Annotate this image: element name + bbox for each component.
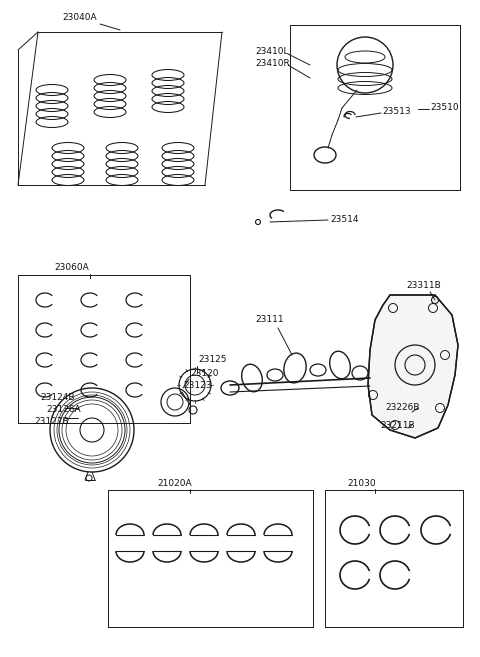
Text: 23120: 23120 <box>190 369 218 378</box>
Text: 23410R: 23410R <box>255 60 290 68</box>
Text: 23311B: 23311B <box>406 281 441 290</box>
Text: 23125: 23125 <box>198 355 227 365</box>
Polygon shape <box>368 295 458 438</box>
Text: 23111: 23111 <box>256 315 284 325</box>
Text: 21030: 21030 <box>348 478 376 487</box>
Text: 23514: 23514 <box>330 215 359 225</box>
Text: 23226B: 23226B <box>385 403 420 413</box>
Text: 21020A: 21020A <box>158 478 192 487</box>
Text: 23124B: 23124B <box>40 394 74 403</box>
Text: 23211B: 23211B <box>380 420 415 430</box>
Text: 23410L: 23410L <box>255 47 288 57</box>
Text: 23040A: 23040A <box>63 14 97 22</box>
Text: 23123: 23123 <box>183 382 212 390</box>
Text: 23060A: 23060A <box>55 263 89 273</box>
Text: 23513: 23513 <box>382 108 410 116</box>
Text: 23126A: 23126A <box>46 405 81 415</box>
Text: 23127B: 23127B <box>34 417 69 426</box>
Text: 23510: 23510 <box>430 104 458 112</box>
